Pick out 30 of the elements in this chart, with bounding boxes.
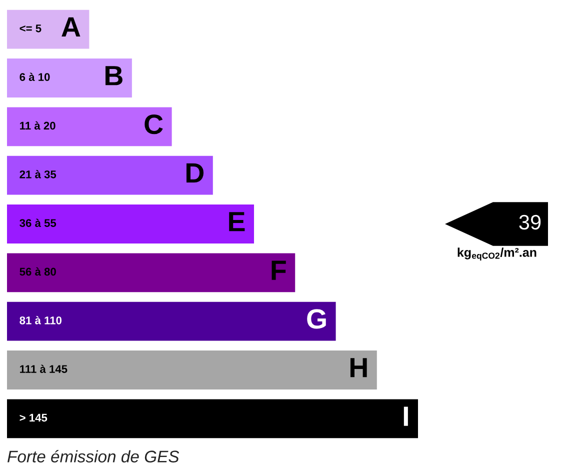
bar <box>7 58 132 98</box>
bar <box>7 156 213 195</box>
y-tick-label: B <box>106 66 122 86</box>
y-tick-label: H <box>350 358 367 378</box>
annotation: <= 5 <box>20 24 42 32</box>
annotation: 21 à 35 <box>20 170 56 178</box>
text: 39 <box>519 214 541 230</box>
bar <box>7 107 172 146</box>
annotation: 11 à 20 <box>20 121 56 130</box>
bar <box>7 350 377 390</box>
annotation: 81 à 110 <box>20 316 62 324</box>
y-tick-label: E <box>229 212 245 232</box>
annotation: > 145 <box>20 414 48 422</box>
y-tick-label: D <box>186 163 204 183</box>
annotation: 36 à 55 <box>20 218 56 227</box>
annotation: 56 à 80 <box>20 267 56 276</box>
text: Forte émission de GES <box>8 450 180 462</box>
y-tick-label: F <box>272 260 286 280</box>
bar <box>7 10 90 49</box>
y-tick-label: G <box>307 309 326 329</box>
text: kg$_{eqCO2}$/m².an <box>458 248 536 261</box>
bar <box>7 302 336 341</box>
annotation: 6 à 10 <box>20 72 50 81</box>
bar <box>7 204 254 244</box>
y-tick-label: I <box>404 406 408 426</box>
y-tick-label: C <box>144 114 163 134</box>
bar <box>7 253 296 292</box>
bar <box>7 399 418 438</box>
annotation: 111 à 145 <box>20 364 68 373</box>
y-tick-label: A <box>62 17 80 37</box>
